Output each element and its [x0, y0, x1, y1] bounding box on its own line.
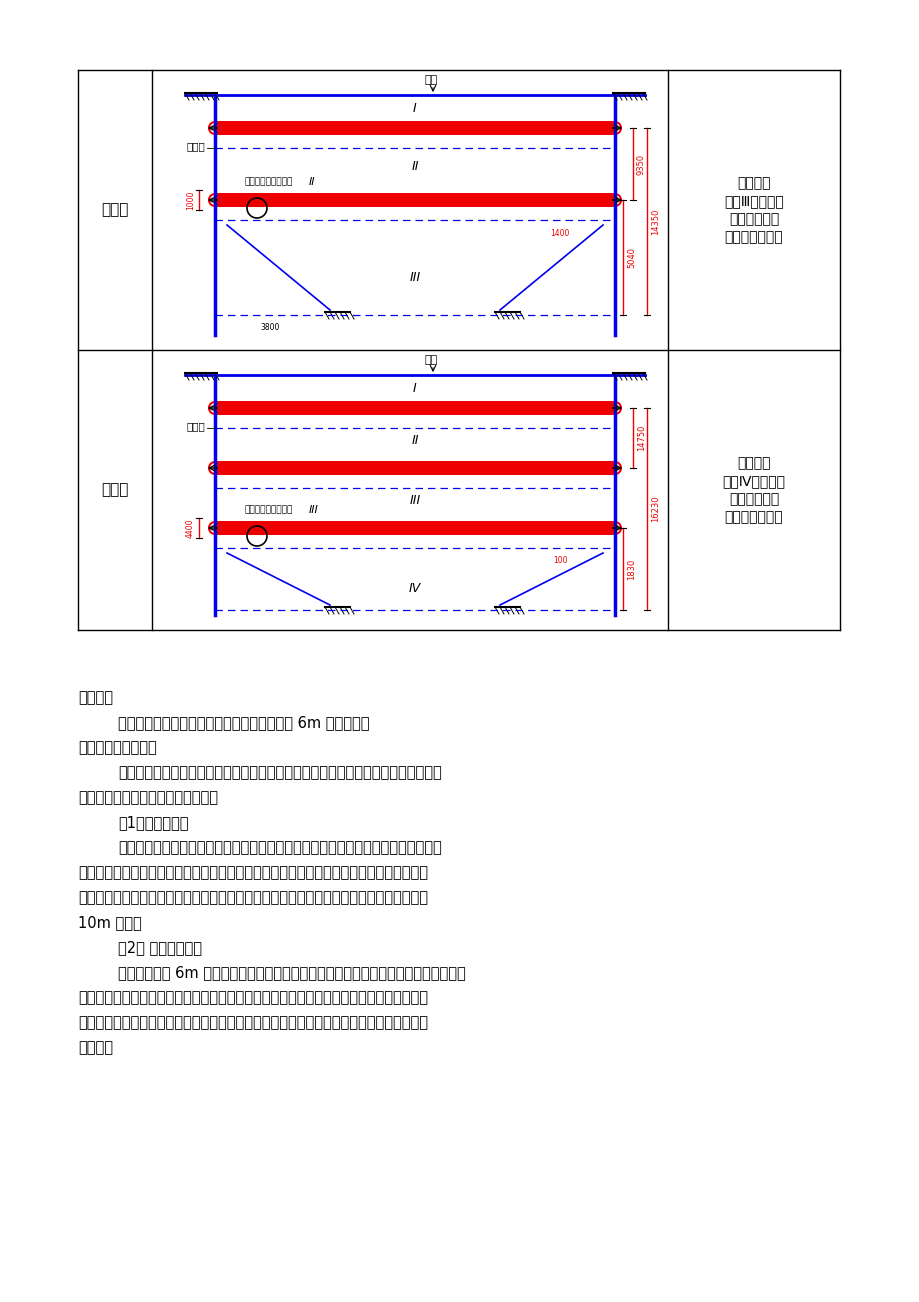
Text: 钉围桔: 钉围桔 [186, 421, 205, 431]
Bar [215, 461, 614, 475]
Bar [215, 521, 614, 535]
Text: 16230: 16230 [651, 496, 659, 522]
Text: 1830: 1830 [627, 559, 635, 579]
Text: 在平台上架设钔支撑: 在平台上架设钔支撑 [244, 505, 293, 514]
Text: 5040: 5040 [627, 247, 635, 268]
Text: 冠梁: 冠梁 [425, 76, 437, 85]
Bar [215, 121, 614, 135]
Text: 见下图。: 见下图。 [78, 1040, 113, 1055]
Text: 在每一层每一段的土方施工中，在横断面跨中开中槽，由车站西区端开始沿纵向开掘: 在每一层每一段的土方施工中，在横断面跨中开中槽，由车站西区端开始沿纵向开掘 [118, 766, 441, 780]
Text: III: III [308, 505, 318, 516]
Text: 10m 左右。: 10m 左右。 [78, 915, 142, 930]
Text: IV: IV [408, 582, 421, 595]
Text: 1000: 1000 [186, 190, 195, 210]
Text: 1400: 1400 [550, 228, 569, 237]
Text: 基坑Ⅲ步土方，: 基坑Ⅲ步土方， [723, 194, 783, 208]
Text: 第三步: 第三步 [101, 203, 129, 217]
Text: 第三道钔支撑。: 第三道钔支撑。 [724, 510, 782, 523]
Text: 随开挖随架设: 随开挖随架设 [728, 492, 778, 506]
Text: 钉围桔: 钉围桔 [186, 141, 205, 151]
Text: 9350: 9350 [636, 154, 645, 174]
Text: 中槽向两边跨横向挖土，两边跨的土方开掘尽量对称进行，土方开掘至钒孔桦附近时，改为: 中槽向两边跨横向挖土，两边跨的土方开掘尽量对称进行，土方开掘至钒孔桦附近时，改为 [78, 990, 427, 1005]
Text: （2） 横向扩边拓展: （2） 横向扩边拓展 [118, 940, 202, 954]
Text: 结构横断面中间。中槽的大小首先要满足挖掘机回转弃土的要求，同时要尽可能多的保留两: 结构横断面中间。中槽的大小首先要满足挖掘机回转弃土的要求，同时要尽可能多的保留两 [78, 865, 427, 880]
Text: 第二道钔支撑。: 第二道钔支撑。 [724, 230, 782, 243]
Text: II: II [411, 160, 418, 173]
Text: 纵向拉槽、横向扩边: 纵向拉槽、横向扩边 [78, 740, 156, 755]
Text: （1）纵向拉中槽: （1）纵向拉中槽 [118, 815, 188, 829]
Text: 沿车站纵轴线方向，第二、三、四层土方每隔 6m 同时开挖。: 沿车站纵轴线方向，第二、三、四层土方每隔 6m 同时开挖。 [118, 715, 369, 730]
Text: II: II [411, 435, 418, 448]
Text: 冠梁: 冠梁 [425, 355, 437, 365]
Text: 纵向分段: 纵向分段 [78, 690, 113, 704]
Text: 4400: 4400 [186, 518, 195, 538]
Text: 100: 100 [552, 556, 567, 565]
Text: 随开挖随架设: 随开挖随架设 [728, 212, 778, 227]
Text: 人工开挖: 人工开挖 [736, 456, 770, 470]
Text: 人工挖土，以免机械开掘破坏钒孔桦。基坑土方开掘纵向拉中槽、横向扩边拓展平面示意图: 人工挖土，以免机械开掘破坏钒孔桦。基坑土方开掘纵向拉中槽、横向扩边拓展平面示意图 [78, 1016, 427, 1030]
Text: III: III [409, 271, 420, 284]
Text: 基坑Ⅳ步土方，: 基坑Ⅳ步土方， [721, 474, 785, 488]
Text: 侧土体，以支撑围护结构，减小对周边环境的扰动，并满足钔支撑施工要求。中槽的宽度为: 侧土体，以支撑围护结构，减小对周边环境的扰动，并满足钔支撑施工要求。中槽的宽度为 [78, 891, 427, 905]
Text: 在平台上支搨钔支撑: 在平台上支搨钔支撑 [244, 177, 293, 186]
Text: 纵向拉中槽，即在每层开掘工作面始端沿车站纵向拉坡开掘中槽，中槽位于车站主体: 纵向拉中槽，即在每层开掘工作面始端沿车站纵向拉坡开掘中槽，中槽位于车站主体 [118, 840, 441, 855]
Bar [215, 401, 614, 415]
Text: 14350: 14350 [651, 208, 659, 234]
Text: I: I [413, 102, 416, 115]
Text: 3800: 3800 [260, 323, 279, 332]
Text: I: I [413, 381, 416, 395]
Bar [215, 193, 614, 207]
Text: 为中槽开掘至 6m 后，向横向扩边拓展，即由中槽向两边跨开掘扩边。开掘方式为：由: 为中槽开掘至 6m 后，向横向扩边拓展，即由中槽向两边跨开掘扩边。开掘方式为：由 [118, 965, 465, 980]
Text: 机械开挖: 机械开挖 [736, 176, 770, 190]
Text: 由中槽向两侧开掘面进行开掘作业。: 由中槽向两侧开掘面进行开掘作业。 [78, 790, 218, 805]
Text: II: II [308, 177, 314, 187]
Text: 14750: 14750 [636, 424, 645, 452]
Text: III: III [409, 495, 420, 508]
Text: 第四步: 第四步 [101, 483, 129, 497]
